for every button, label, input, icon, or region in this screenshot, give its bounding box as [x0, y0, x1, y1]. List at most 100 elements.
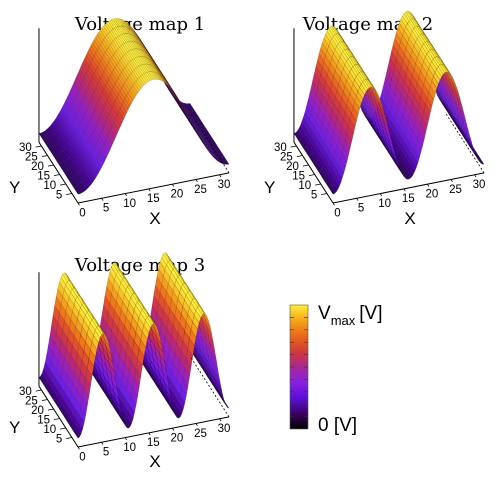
x-tick: [450, 179, 453, 182]
x-tick: [195, 179, 198, 182]
y-tick-label: 5: [56, 190, 62, 202]
y-tick-label: 25: [280, 152, 293, 164]
x-tick-label: 20: [170, 188, 183, 200]
x-tick-label: 10: [123, 198, 136, 210]
y-tick-label: 10: [43, 180, 56, 192]
y-tick: [41, 155, 48, 158]
y-tick-label: 30: [19, 142, 32, 154]
y-tick-label: 5: [56, 434, 62, 446]
y-tick-label: 30: [274, 142, 287, 154]
x-axis-line: [332, 172, 485, 204]
surface-facet: [193, 110, 201, 119]
box-edge: [189, 111, 230, 174]
y-tick: [321, 193, 327, 196]
x-tick-label: 30: [218, 179, 231, 191]
x-tick-label: 30: [473, 179, 486, 191]
y-axis-line: [38, 141, 79, 204]
x-tick: [124, 437, 128, 441]
x-tick-label: 20: [425, 188, 438, 200]
surface-facet: [202, 126, 210, 135]
x-tick: [101, 442, 104, 445]
x-tick-label: 15: [147, 437, 160, 449]
colorbar-max-label: Vmax [V]: [318, 303, 382, 328]
panel-1-xlabel: X: [149, 209, 160, 228]
x-tick-label: 15: [402, 193, 415, 205]
box-edge: [444, 111, 485, 174]
x-tick: [332, 202, 335, 206]
x-tick-label: 25: [194, 428, 207, 440]
x-tick: [148, 432, 151, 436]
y-tick-label: 20: [31, 405, 44, 417]
y-tick: [308, 174, 315, 177]
surface-facet: [477, 156, 485, 165]
panel-3-ylabel: Y: [9, 418, 20, 437]
panel-2-ylabel: Y: [264, 178, 275, 197]
y-tick: [47, 408, 54, 411]
x-tick: [356, 198, 359, 201]
y-tick-label: 30: [19, 386, 32, 398]
x-tick: [195, 423, 198, 426]
y-tick: [66, 193, 72, 196]
colorbar-min-label: 0 [V]: [318, 415, 357, 436]
y-tick: [315, 183, 321, 186]
y-tick: [53, 418, 60, 421]
x-tick: [148, 188, 151, 192]
y-tick: [302, 164, 309, 167]
x-tick-label: 5: [358, 203, 364, 215]
x-tick-label: 30: [218, 423, 231, 435]
x-tick: [474, 174, 477, 178]
y-axis-line: [38, 385, 79, 448]
box-edge: [189, 355, 230, 418]
x-axis-line: [77, 172, 230, 204]
y-tick: [296, 155, 303, 158]
y-tick: [47, 164, 54, 167]
y-tick-label: 25: [25, 396, 38, 408]
x-axis-line: [77, 416, 230, 448]
surface-facet: [207, 133, 215, 142]
y-tick: [60, 427, 66, 430]
x-tick: [101, 198, 104, 201]
panel-3-xlabel: X: [149, 452, 160, 471]
y-tick-label: 15: [37, 415, 50, 427]
x-tick-label: 10: [378, 198, 391, 210]
y-tick: [41, 399, 48, 402]
x-tick: [172, 427, 175, 431]
x-tick-label: 25: [449, 184, 462, 196]
y-tick-label: 10: [43, 424, 56, 436]
y-tick-label: 20: [31, 161, 44, 173]
x-tick-label: 0: [334, 207, 340, 219]
x-tick: [219, 174, 222, 178]
panel-2-surface: [293, 10, 485, 195]
panel-1-title: Voltage map 1: [74, 14, 205, 35]
y-tick: [290, 145, 297, 148]
y-axis-line: [293, 141, 334, 204]
x-tick: [172, 183, 175, 187]
surface-facet: [197, 118, 205, 127]
surface-facet: [212, 141, 220, 150]
y-tick-label: 10: [298, 180, 311, 192]
x-tick: [403, 188, 406, 192]
y-tick: [35, 389, 42, 392]
panel-2-xlabel: X: [404, 209, 415, 228]
x-tick-label: 0: [79, 207, 85, 219]
y-tick-label: 25: [25, 152, 38, 164]
x-tick-label: 0: [79, 451, 85, 463]
x-tick-label: 20: [170, 432, 183, 444]
y-tick: [35, 145, 42, 148]
x-tick: [124, 193, 128, 197]
x-tick-label: 25: [194, 184, 207, 196]
y-tick-label: 20: [286, 161, 299, 173]
panel-3-title: Voltage map 3: [74, 255, 205, 276]
x-tick-label: 5: [103, 447, 109, 459]
surface-facet: [222, 399, 230, 409]
y-tick: [60, 183, 66, 186]
y-tick-label: 5: [311, 190, 317, 202]
x-tick: [219, 418, 222, 422]
y-tick: [66, 437, 72, 440]
